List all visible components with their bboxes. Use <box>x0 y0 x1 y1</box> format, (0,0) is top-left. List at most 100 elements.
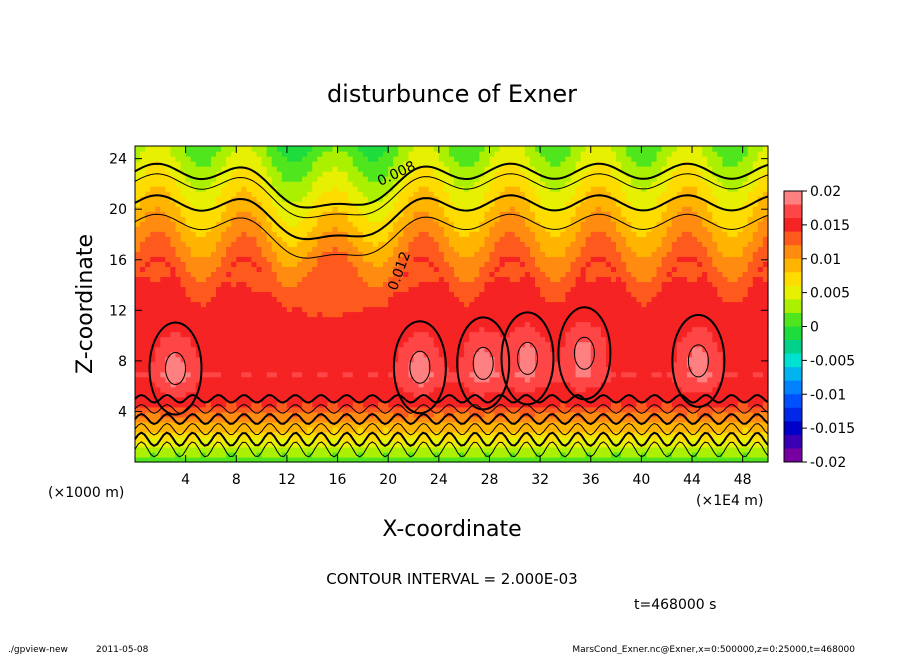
heatmap-cell <box>135 381 141 388</box>
heatmap-cell <box>190 231 197 237</box>
heatmap-cell <box>302 171 308 177</box>
heatmap-cell <box>327 386 334 393</box>
heatmap-cell <box>337 411 344 418</box>
heatmap-cell <box>509 371 516 378</box>
heatmap-cell <box>165 316 172 323</box>
heatmap-cell <box>479 246 486 252</box>
heatmap-cell <box>297 341 303 348</box>
chart-title: disturbunce of Exner <box>327 80 577 108</box>
heatmap-cell <box>398 436 404 443</box>
heatmap-cell <box>459 416 465 423</box>
heatmap-cell <box>165 341 172 348</box>
heatmap-cell <box>236 421 242 428</box>
heatmap-cell <box>322 391 329 398</box>
heatmap-cell <box>226 191 232 197</box>
heatmap-cell <box>469 426 475 433</box>
heatmap-cell <box>428 286 435 293</box>
heatmap-cell <box>403 301 410 308</box>
heatmap-cell <box>135 286 141 293</box>
heatmap-cell <box>448 201 455 207</box>
heatmap-cell <box>383 311 389 318</box>
heatmap-cell <box>524 246 531 252</box>
heatmap-cell <box>529 146 536 152</box>
heatmap-cell <box>413 231 420 237</box>
heatmap-cell <box>231 431 237 438</box>
heatmap-cell <box>464 376 470 383</box>
heatmap-cell <box>504 431 511 438</box>
heatmap-cell <box>489 341 496 348</box>
heatmap-cell <box>185 186 192 192</box>
heatmap-cell <box>185 181 192 187</box>
heatmap-cell <box>276 351 283 358</box>
heatmap-cell <box>474 256 480 262</box>
heatmap-cell <box>150 216 156 222</box>
heatmap-cell <box>241 306 247 313</box>
heatmap-cell <box>155 326 161 333</box>
heatmap-cell <box>190 351 197 358</box>
heatmap-cell <box>200 321 207 328</box>
heatmap-cell <box>423 301 430 308</box>
heatmap-cell <box>428 371 435 378</box>
heatmap-cell <box>413 326 420 333</box>
heatmap-cell <box>135 246 141 252</box>
heatmap-cell <box>251 271 258 278</box>
heatmap-cell <box>210 356 217 363</box>
heatmap-cell <box>281 331 288 338</box>
heatmap-cell <box>352 251 359 257</box>
heatmap-cell <box>160 216 166 222</box>
heatmap-cell <box>317 451 323 458</box>
heatmap-cell <box>342 361 349 368</box>
heatmap-cell <box>489 206 496 212</box>
heatmap-cell <box>479 361 486 368</box>
heatmap-cell <box>261 271 268 278</box>
heatmap-cell <box>276 341 283 348</box>
heatmap-cell <box>413 346 420 353</box>
heatmap-cell <box>519 261 526 267</box>
heatmap-cell <box>185 216 192 222</box>
heatmap-cell <box>367 386 374 393</box>
heatmap-cell <box>170 241 177 247</box>
heatmap-cell <box>302 371 308 378</box>
heatmap-cell <box>362 261 369 267</box>
heatmap-cell <box>388 376 394 383</box>
heatmap-cell <box>276 276 283 283</box>
heatmap-cell <box>357 391 364 398</box>
heatmap-cell <box>489 426 496 433</box>
heatmap-cell <box>514 421 521 428</box>
heatmap-cell <box>221 456 227 463</box>
heatmap-cell <box>398 371 404 378</box>
heatmap-cell <box>459 356 465 363</box>
heatmap-cell <box>362 231 369 237</box>
heatmap-cell <box>337 146 344 152</box>
heatmap-cell <box>398 221 404 227</box>
heatmap-cell <box>276 381 283 388</box>
heatmap-cell <box>150 236 156 242</box>
heatmap-cell <box>226 306 232 313</box>
heatmap-cell <box>256 156 263 162</box>
heatmap-cell <box>241 331 247 338</box>
heatmap-cell <box>448 236 455 242</box>
heatmap-cell <box>474 156 480 162</box>
heatmap-cell <box>271 166 278 172</box>
heatmap-cell <box>519 326 526 333</box>
heatmap-cell <box>509 456 516 463</box>
heatmap-cell <box>200 221 207 227</box>
heatmap-cell <box>347 216 354 222</box>
heatmap-cell <box>236 406 242 413</box>
heatmap-cell <box>474 336 480 343</box>
heatmap-cell <box>327 176 334 182</box>
heatmap-cell <box>367 151 374 157</box>
heatmap-cell <box>221 306 227 313</box>
heatmap-cell <box>236 391 242 398</box>
heatmap-cell <box>342 296 349 303</box>
heatmap-cell <box>342 261 349 267</box>
heatmap-cell <box>448 161 455 167</box>
heatmap-cell <box>464 221 470 227</box>
heatmap-cell <box>327 151 334 157</box>
heatmap-cell <box>459 196 465 202</box>
heatmap-cell <box>443 311 450 318</box>
heatmap-cell <box>302 306 308 313</box>
heatmap-cell <box>216 311 222 318</box>
heatmap-cell <box>443 151 450 157</box>
heatmap-cell <box>514 416 521 423</box>
